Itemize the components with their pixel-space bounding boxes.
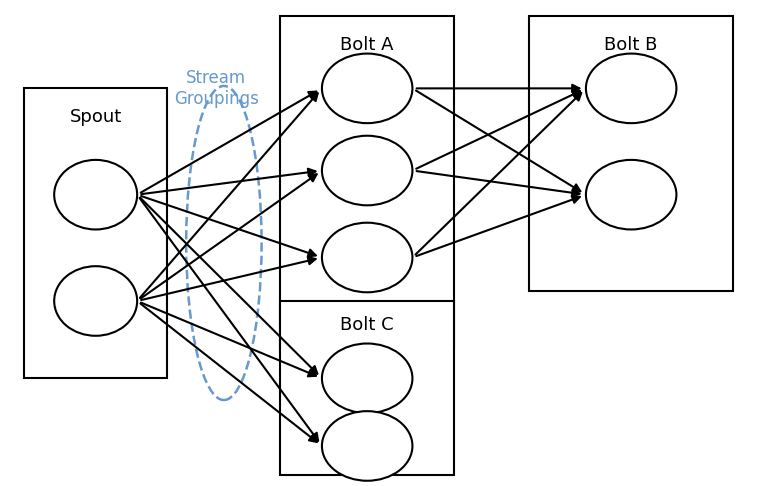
Ellipse shape bbox=[55, 266, 137, 336]
FancyBboxPatch shape bbox=[529, 16, 733, 291]
Ellipse shape bbox=[322, 411, 413, 481]
FancyBboxPatch shape bbox=[24, 88, 167, 378]
Ellipse shape bbox=[586, 53, 677, 123]
Text: Spout: Spout bbox=[70, 108, 122, 126]
Text: Stream
Groupings: Stream Groupings bbox=[174, 69, 259, 108]
Text: Bolt B: Bolt B bbox=[605, 36, 658, 54]
Ellipse shape bbox=[322, 344, 413, 413]
Ellipse shape bbox=[322, 53, 413, 123]
Text: Bolt C: Bolt C bbox=[341, 316, 394, 334]
Ellipse shape bbox=[586, 160, 677, 229]
Text: Bolt A: Bolt A bbox=[341, 36, 394, 54]
FancyBboxPatch shape bbox=[280, 16, 454, 349]
Ellipse shape bbox=[322, 223, 413, 292]
Ellipse shape bbox=[322, 136, 413, 205]
FancyBboxPatch shape bbox=[280, 301, 454, 475]
Ellipse shape bbox=[55, 160, 137, 229]
